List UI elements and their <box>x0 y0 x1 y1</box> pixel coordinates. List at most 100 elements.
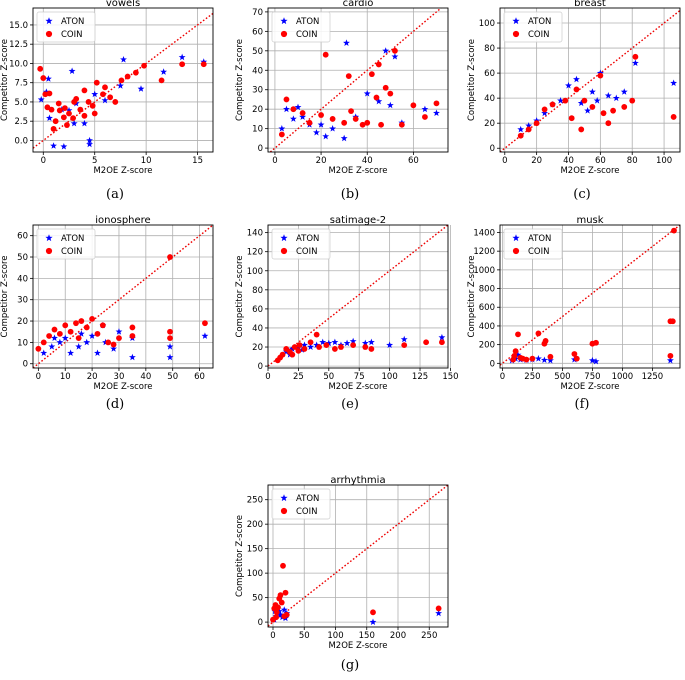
aton-point <box>593 97 601 104</box>
aton-point <box>137 85 145 92</box>
legend-label-coin: COIN <box>296 507 318 517</box>
aton-point <box>382 47 390 54</box>
aton-point <box>283 105 290 113</box>
x-tick-label: 500 <box>554 372 570 382</box>
y-tick-label: 50 <box>17 253 28 263</box>
legend-label-coin: COIN <box>528 30 550 40</box>
coin-point <box>318 112 324 118</box>
y-tick-label: 0 <box>258 144 263 154</box>
chart-title: musk <box>576 215 603 226</box>
coin-point <box>387 90 394 97</box>
aton-point <box>349 337 357 345</box>
x-tick-label: 0 <box>502 156 507 166</box>
y-tick-label: 0 <box>258 618 263 628</box>
y-tick-label: 80 <box>484 44 495 54</box>
aton-point <box>375 97 383 105</box>
y-tick-label: 80 <box>252 286 263 296</box>
coin-point <box>167 335 173 342</box>
x-tick-label: 15 <box>192 156 203 166</box>
y-tick-label: 60 <box>252 27 263 37</box>
aton-point <box>322 132 330 140</box>
aton-point <box>45 75 52 82</box>
aton-point <box>319 338 327 346</box>
coin-point <box>273 614 280 621</box>
x-axis-label: M2OE Z-score <box>560 166 619 176</box>
aton-point <box>67 349 75 356</box>
x-tick-label: 40 <box>362 156 373 166</box>
y-tick-label: 40 <box>17 274 28 284</box>
aton-point <box>75 343 83 350</box>
y-axis-label: Competitor Z-score <box>0 39 10 121</box>
y-tick-label: 0 <box>258 362 263 372</box>
y-tick-label: 10 <box>17 338 28 348</box>
y-tick-label: 0.0 <box>14 136 28 146</box>
chart-title: cardio <box>343 0 374 9</box>
coin-point <box>37 65 44 72</box>
x-axis-label: M2OE Z-score <box>328 641 387 651</box>
x-axis-label: M2OE Z-score <box>328 166 387 176</box>
legend-label-aton: ATON <box>61 17 84 27</box>
coin-point <box>141 62 147 69</box>
aton-point <box>51 334 58 342</box>
aton-point <box>70 119 78 127</box>
legend-label-aton: ATON <box>296 17 319 27</box>
coin-point <box>529 355 536 362</box>
coin-point <box>299 110 306 116</box>
x-tick-label: 0 <box>265 372 270 382</box>
chart-panel-4: 0 10 20 30 40 50 60 0 10 20 30 40 50 60 ionosphere M2OE… <box>0 215 214 412</box>
coin-point <box>200 61 207 68</box>
y-tick-label: 20 <box>17 317 28 327</box>
coin-point <box>179 61 186 68</box>
aton-point <box>588 356 596 364</box>
aton-point <box>343 339 351 347</box>
coin-point <box>573 86 580 93</box>
aton-point <box>178 53 186 61</box>
aton-point <box>361 339 369 347</box>
coin-point <box>667 352 674 359</box>
panel-caption: (b) <box>341 187 359 202</box>
coin-point <box>422 114 428 120</box>
y-tick-label: 60 <box>17 232 28 242</box>
coin-point <box>671 227 677 234</box>
y-tick-label: 200 <box>247 520 263 530</box>
x-axis-label: M2OE Z-score <box>93 166 152 176</box>
coin-point <box>382 84 389 91</box>
y-tick-label: 140 <box>247 229 263 239</box>
coin-point <box>433 100 440 107</box>
y-tick-label: 30 <box>17 296 28 306</box>
legend-label-aton: ATON <box>296 494 319 504</box>
aton-point <box>37 96 45 103</box>
panel-caption: (c) <box>573 187 590 202</box>
coin-point <box>35 345 42 352</box>
aton-point <box>557 97 564 104</box>
coin-point <box>629 97 636 104</box>
legend-circle-marker <box>45 30 53 38</box>
chart-title: breast <box>574 0 606 9</box>
aton-point <box>400 335 408 343</box>
y-axis-label: Competitor Z-score <box>467 39 477 121</box>
coin-point <box>75 335 82 342</box>
x-tick-label: 100 <box>382 372 398 382</box>
panel-caption: (f) <box>575 397 590 412</box>
coin-point <box>93 79 100 86</box>
y-tick-label: 40 <box>252 66 263 76</box>
chart-panel-1: 0 5 10 15 0.0 2.5 5.0 7.5 10.0 12.5 15.0 vowels M2OE… <box>0 0 214 202</box>
coin-point <box>129 324 136 331</box>
coin-point <box>278 131 285 138</box>
aton-point <box>363 90 371 97</box>
aton-point <box>294 103 302 111</box>
coin-point <box>71 99 78 105</box>
coin-point <box>571 351 578 357</box>
coin-point <box>290 106 297 113</box>
aton-point <box>91 90 99 98</box>
y-axis-label: Competitor Z-score <box>467 255 477 337</box>
legend-star-marker <box>280 17 288 25</box>
coin-point <box>167 254 173 260</box>
aton-point <box>88 332 96 339</box>
aton-point <box>94 349 101 356</box>
coin-point <box>535 330 542 337</box>
aton-point <box>201 332 209 339</box>
coin-point <box>167 328 173 335</box>
aton-point <box>592 357 600 365</box>
x-axis-label: M2OE Z-score <box>560 382 619 392</box>
